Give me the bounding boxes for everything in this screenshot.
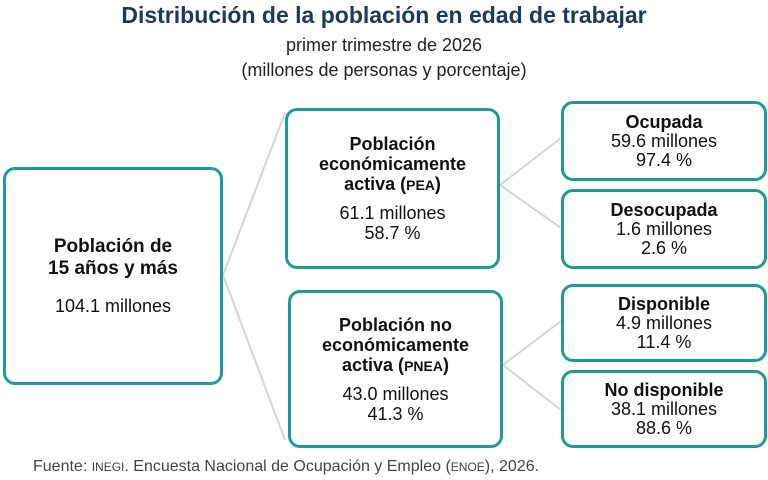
- node-pea-abbr: PEA: [406, 177, 435, 193]
- node-desocupada-value: 1.6 millones: [615, 218, 713, 239]
- node-no-disponible: No disponible 38.1 millones 88.6 %: [561, 370, 767, 448]
- node-disponible-percent: 11.4 %: [636, 331, 692, 352]
- node-ocupada: Ocupada 59.6 millones 97.4 %: [561, 101, 767, 181]
- node-total-label-1: Población de: [53, 236, 173, 257]
- connector-total-pea: [221, 112, 286, 441]
- diagram-subtitle: primer trimestre de 2026: [285, 35, 483, 55]
- node-pnea-percent: 41.3 %: [367, 403, 424, 424]
- node-pnea: Población no económicamente activa (PNEA…: [288, 290, 503, 448]
- node-total-label-2: 15 años y más: [48, 258, 178, 279]
- node-pea-label-1: Población: [349, 134, 436, 154]
- node-pea-label-3: activa (PEA): [344, 174, 441, 194]
- source-note: Fuente: INEGI. Encuesta Nacional de Ocup…: [33, 458, 540, 475]
- node-total-value: 104.1 millones: [54, 296, 172, 316]
- diagram-title: Distribución de la población en edad de …: [121, 2, 647, 28]
- node-desocupada-percent: 2.6 %: [640, 237, 688, 258]
- node-ocupada-value: 59.6 millones: [610, 130, 718, 151]
- node-pnea-abbr: PNEA: [404, 357, 443, 374]
- node-pnea-value: 43.0 millones: [342, 383, 449, 404]
- source-survey: ENOE: [450, 460, 485, 474]
- node-no-disponible-percent: 88.6 %: [635, 417, 693, 438]
- node-disponible: Disponible 4.9 millones 11.4 %: [561, 284, 767, 362]
- node-pea-percent: 58.7 %: [364, 223, 421, 243]
- node-desocupada: Desocupada 1.6 millones 2.6 %: [561, 189, 767, 269]
- node-pnea-label-1: Población no: [338, 314, 452, 335]
- node-pea-label-2: económicamente: [318, 154, 467, 174]
- connector-pea-children: [498, 137, 562, 229]
- node-pea-value: 61.1 millones: [339, 203, 446, 223]
- node-no-disponible-value: 38.1 millones: [610, 398, 718, 419]
- node-pea: Población económicamente activa (PEA) 61…: [285, 108, 500, 269]
- node-disponible-label: Disponible: [617, 293, 710, 314]
- diagram-subtitle-units: (millones de personas y porcentaje): [241, 60, 527, 80]
- node-total-population: Población de 15 años y más 104.1 millone…: [3, 167, 223, 385]
- connector-pnea-children: [501, 320, 562, 411]
- node-ocupada-label: Ocupada: [625, 111, 703, 132]
- node-disponible-value: 4.9 millones: [615, 312, 713, 333]
- source-inst: INEGI: [91, 460, 125, 474]
- node-no-disponible-label: No disponible: [604, 379, 724, 400]
- node-pnea-label-2: económicamente: [321, 334, 470, 355]
- node-ocupada-percent: 97.4 %: [635, 149, 693, 170]
- node-pnea-label-3: activa (PNEA): [342, 354, 449, 375]
- node-desocupada-label: Desocupada: [610, 199, 718, 220]
